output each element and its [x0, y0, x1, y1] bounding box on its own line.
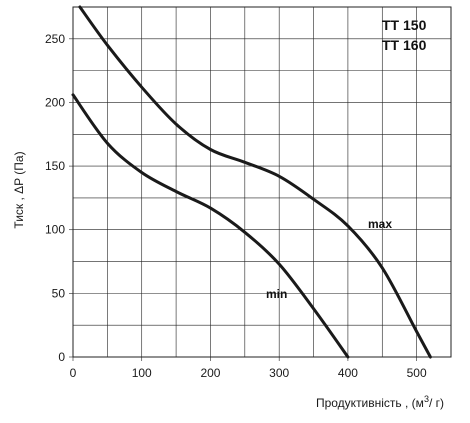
x-tick-label: 300 [269, 366, 289, 380]
series-line-min [71, 93, 350, 359]
series-label-max: max [368, 217, 392, 231]
x-tick-label: 100 [132, 366, 152, 380]
y-tick-label: 200 [45, 95, 65, 109]
curves [71, 5, 432, 359]
plot-frame [72, 6, 452, 358]
grid [73, 7, 451, 357]
x-tick-label: 500 [407, 366, 427, 380]
y-tick-label: 50 [52, 286, 66, 300]
model-label: TT 160 [382, 37, 427, 53]
series-label-min: min [266, 287, 287, 301]
x-axis-label: Продуктивність , (м3/ г) [316, 394, 444, 410]
x-tick-label: 200 [200, 366, 220, 380]
y-tick-label: 0 [58, 350, 65, 364]
x-axis-label-sup: 3 [424, 394, 429, 404]
y-tick-label: 100 [45, 223, 65, 237]
x-axis-label-end: / г) [429, 396, 444, 410]
y-axis-label: Тиск , ΔP (Па) [12, 151, 26, 228]
series-line-max [78, 5, 432, 359]
x-axis-label-main: Продуктивність , (м [316, 396, 424, 410]
y-tick-label: 150 [45, 159, 65, 173]
x-tick-label: 400 [338, 366, 358, 380]
tick-labels: 0 100 200 300 400 500 0 50 100 150 200 250 [45, 32, 427, 380]
x-tick-label: 0 [70, 366, 77, 380]
model-label: TT 150 [382, 17, 427, 33]
y-tick-label: 250 [45, 32, 65, 46]
